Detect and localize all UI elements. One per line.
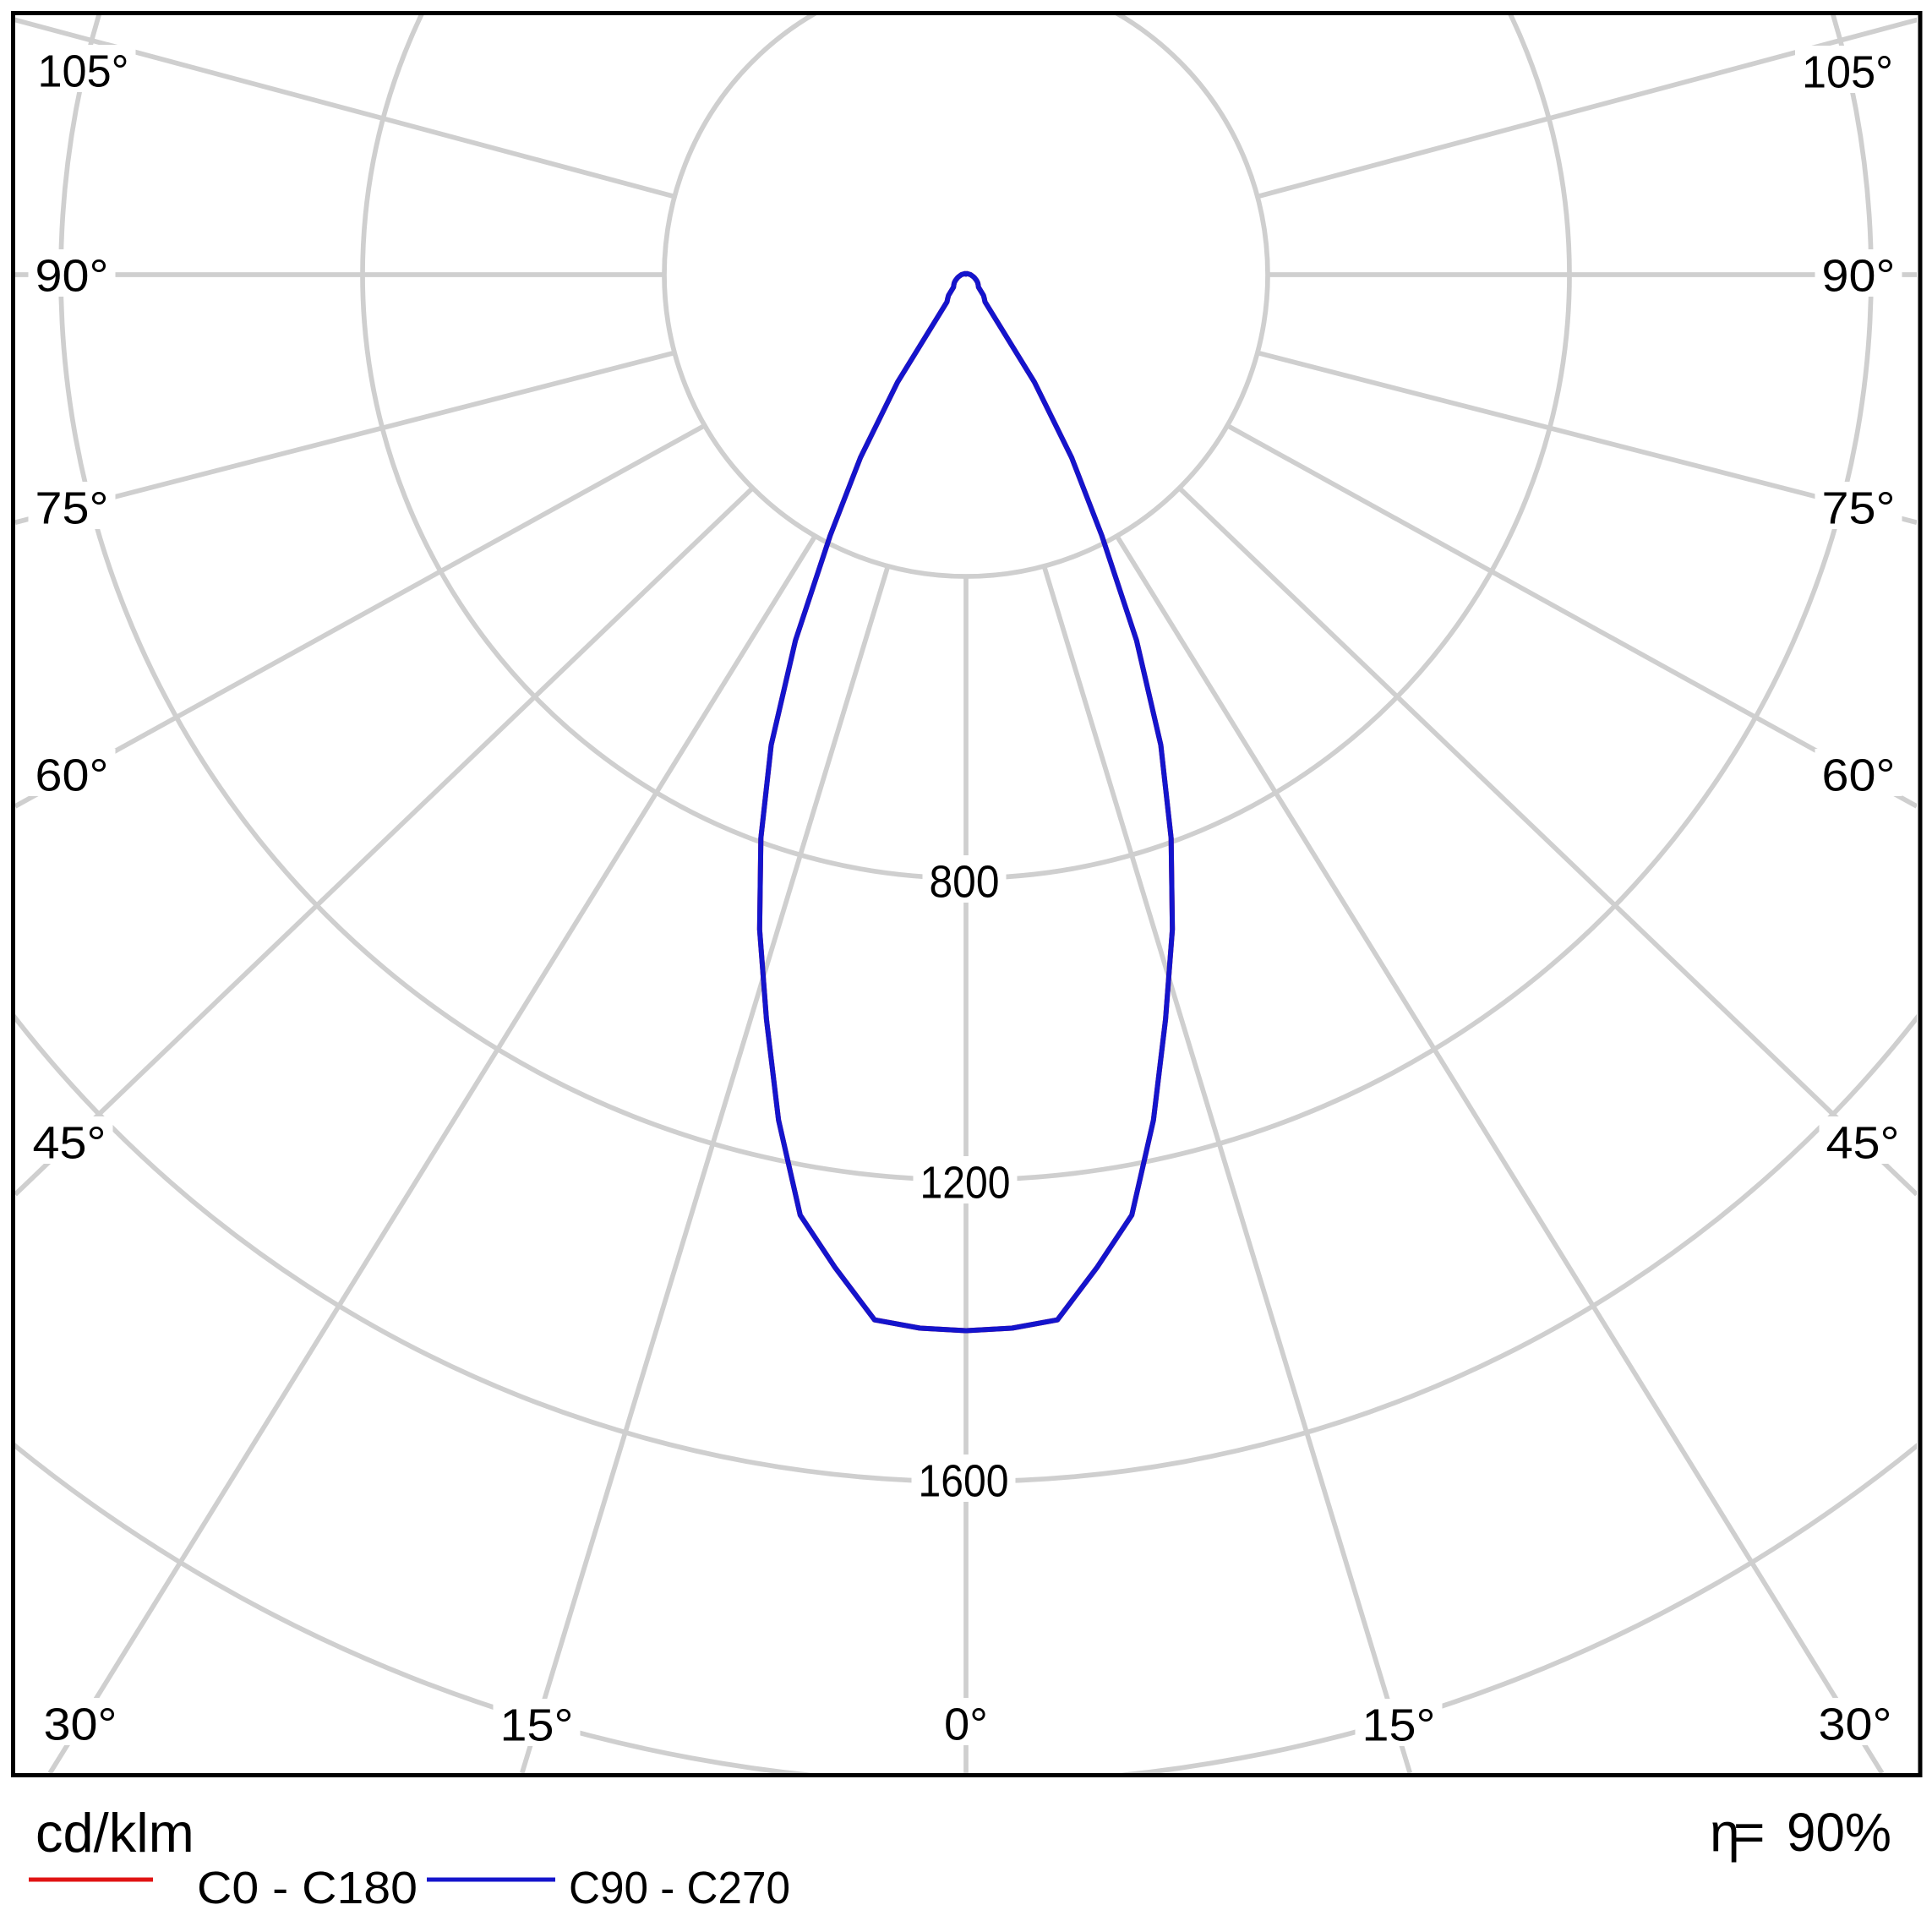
svg-text:=: = xyxy=(1733,1802,1765,1863)
svg-text:cd/klm: cd/klm xyxy=(35,1802,194,1864)
svg-text:30°: 30° xyxy=(1819,1700,1892,1750)
svg-text:C0 - C180: C0 - C180 xyxy=(197,1863,418,1913)
svg-text:90°: 90° xyxy=(1822,251,1896,302)
svg-text:105°: 105° xyxy=(38,46,129,97)
svg-text:90°: 90° xyxy=(35,251,109,302)
svg-text:75°: 75° xyxy=(1822,483,1896,534)
svg-text:90%: 90% xyxy=(1787,1802,1891,1863)
svg-text:C90 - C270: C90 - C270 xyxy=(569,1863,790,1913)
svg-text:η: η xyxy=(1710,1802,1740,1863)
svg-text:0°: 0° xyxy=(944,1700,988,1750)
svg-text:60°: 60° xyxy=(1822,750,1896,801)
svg-text:30°: 30° xyxy=(44,1700,117,1750)
svg-text:105°: 105° xyxy=(1802,47,1893,98)
svg-text:75°: 75° xyxy=(35,483,109,534)
svg-text:45°: 45° xyxy=(33,1118,106,1169)
svg-text:1200: 1200 xyxy=(920,1158,1011,1209)
svg-text:60°: 60° xyxy=(35,750,109,801)
svg-text:800: 800 xyxy=(930,857,1000,908)
svg-text:15°: 15° xyxy=(500,1700,574,1751)
svg-text:45°: 45° xyxy=(1826,1118,1900,1169)
svg-text:15°: 15° xyxy=(1362,1700,1436,1751)
svg-text:1600: 1600 xyxy=(919,1456,1009,1507)
